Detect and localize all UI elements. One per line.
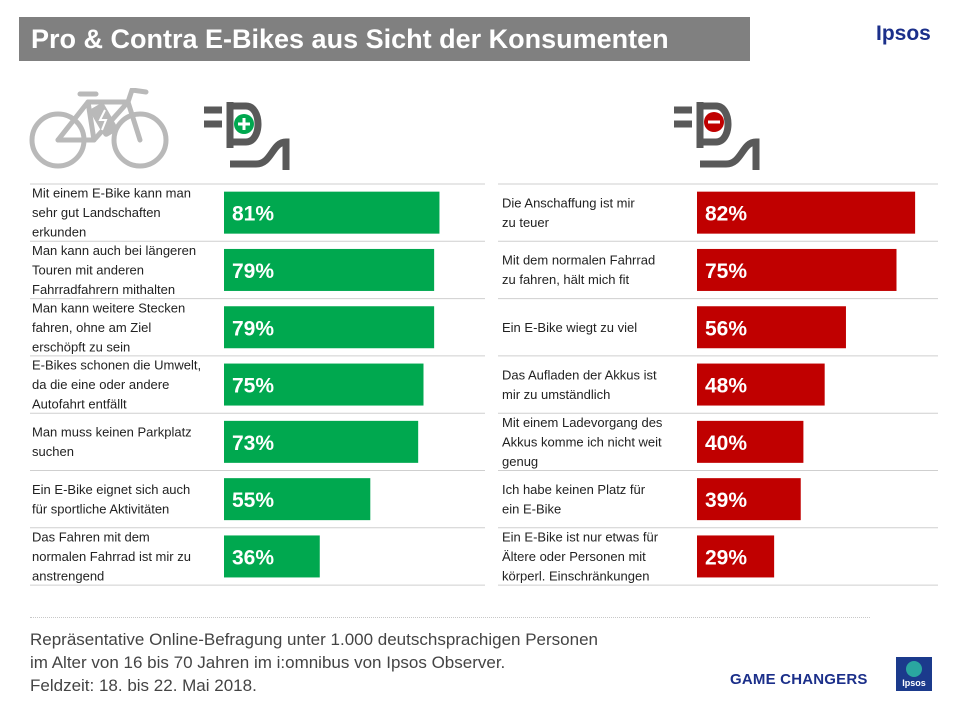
category-label-line: Ältere oder Personen mit [502, 549, 646, 564]
category-label-line: da die eine oder andere [32, 377, 169, 392]
category-label-line: normalen Fahrrad ist mir zu [32, 549, 191, 564]
category-label-line: Ein E-Bike ist nur etwas für [502, 529, 659, 544]
category-label-line: Ich habe keinen Platz für [502, 482, 646, 497]
ipsos-logo: Ipsos [896, 657, 932, 691]
footnote-line: Feldzeit: 18. bis 22. Mai 2018. [30, 676, 257, 695]
category-label-line: zu teuer [502, 215, 550, 230]
bar [697, 363, 825, 406]
data-label: 36% [232, 546, 274, 569]
category-label: Das Fahren mit dem normalen Fahrrad ist m… [32, 529, 191, 583]
category-label-line: Man muss keinen Parkplatz [32, 425, 192, 440]
bar [697, 535, 775, 578]
footnote-line: im Alter von 16 bis 70 Jahren im i:omnib… [30, 653, 506, 672]
bar [697, 306, 846, 349]
category-label-line: sehr gut Landschaften [32, 205, 161, 220]
category-label: Man kann weitere Stecken fahren, ohne am … [32, 300, 185, 354]
category-label: Man kann auch bei längeren Touren mit and… [32, 243, 196, 297]
category-label: Die Anschaffung ist mir zu teuer [502, 195, 635, 230]
bar [697, 248, 897, 291]
data-label: 79% [232, 317, 274, 340]
category-label: Mit einem Ladevorgang des Akkus komme ich… [502, 415, 663, 469]
category-label-line: Autofahrt entfällt [32, 397, 127, 412]
category-label-line: erkunden [32, 225, 86, 240]
data-label: 40% [705, 432, 747, 455]
category-label-line: Ein E-Bike wiegt zu viel [502, 320, 637, 335]
category-label-line: für sportliche Aktivitäten [32, 501, 169, 516]
category-label-line: Man kann auch bei längeren [32, 243, 196, 258]
category-label: Ein E-Bike eignet sich auch für sportlich… [32, 482, 190, 517]
category-label: E-Bikes schonen die Umwelt, da die eine o… [32, 358, 201, 412]
footer-divider [30, 617, 870, 618]
bar [224, 420, 419, 463]
category-label-line: mir zu umständlich [502, 387, 610, 402]
data-label: 48% [705, 375, 747, 398]
category-label-line: genug [502, 454, 538, 469]
bar [697, 191, 916, 234]
data-label: 75% [705, 260, 747, 283]
plug-plus-icon [204, 102, 290, 170]
category-label-line: Die Anschaffung ist mir [502, 195, 635, 210]
data-label: 75% [232, 375, 274, 398]
bicycle-icon [29, 88, 169, 169]
bar [697, 420, 804, 463]
plug-minus-icon [674, 102, 760, 170]
category-label-line: E-Bikes schonen die Umwelt, [32, 358, 201, 373]
category-label-line: suchen [32, 444, 74, 459]
tagline: GAME CHANGERS [730, 671, 868, 688]
category-label: Ich habe keinen Platz für ein E-Bike [502, 482, 646, 517]
bar [224, 363, 424, 406]
bar [224, 191, 440, 234]
category-label-line: anstrengend [32, 568, 104, 583]
data-label: 82% [705, 203, 747, 226]
category-label-line: Mit einem E-Bike kann man [32, 186, 191, 201]
category-label-line: körperl. Einschränkungen [502, 568, 649, 583]
data-label: 73% [232, 432, 274, 455]
bar [224, 535, 320, 578]
category-label-line: Fahrradfahrern mithalten [32, 282, 175, 297]
category-label: Das Aufladen der Akkus ist mir zu umständ… [502, 367, 657, 402]
category-label: Mit dem normalen Fahrrad zu fahren, hält … [502, 253, 655, 288]
data-label: 79% [232, 260, 274, 283]
category-label-line: Touren mit anderen [32, 262, 144, 277]
brand-logo-text: Ipsos [876, 22, 931, 45]
bar [697, 478, 801, 521]
footnote: Repräsentative Online-Befragung unter 1.… [30, 628, 710, 697]
category-label: Ein E-Bike ist nur etwas für Ältere oder … [502, 529, 659, 583]
data-label: 55% [232, 489, 274, 512]
category-label-line: Mit einem Ladevorgang des [502, 415, 663, 430]
category-label: Man muss keinen Parkplatz suchen [32, 425, 192, 460]
data-label: 39% [705, 489, 747, 512]
data-label: 56% [705, 317, 747, 340]
logo-text: Ipsos [902, 678, 926, 688]
category-label-line: Mit dem normalen Fahrrad [502, 253, 655, 268]
bar [224, 248, 435, 291]
category-label-line: Das Aufladen der Akkus ist [502, 367, 657, 382]
category-label-line: Das Fahren mit dem [32, 529, 150, 544]
footnote-line: Repräsentative Online-Befragung unter 1.… [30, 630, 598, 649]
data-label: 29% [705, 546, 747, 569]
category-label: Ein E-Bike wiegt zu viel [502, 320, 637, 335]
data-label: 81% [232, 203, 274, 226]
category-label-line: Ein E-Bike eignet sich auch [32, 482, 190, 497]
category-label-line: fahren, ohne am Ziel [32, 320, 151, 335]
bar [224, 306, 435, 349]
category-label-line: ein E-Bike [502, 501, 561, 516]
category-label-line: Akkus komme ich nicht weit [502, 434, 662, 449]
category-label-line: Man kann weitere Stecken [32, 300, 185, 315]
category-label-line: erschöpft zu sein [32, 339, 130, 354]
category-label-line: zu fahren, hält mich fit [502, 272, 630, 287]
category-label: Mit einem E-Bike kann man sehr gut Landsc… [32, 186, 191, 240]
page-title: Pro & Contra E-Bikes aus Sicht der Konsu… [19, 17, 750, 61]
bar [224, 478, 371, 521]
